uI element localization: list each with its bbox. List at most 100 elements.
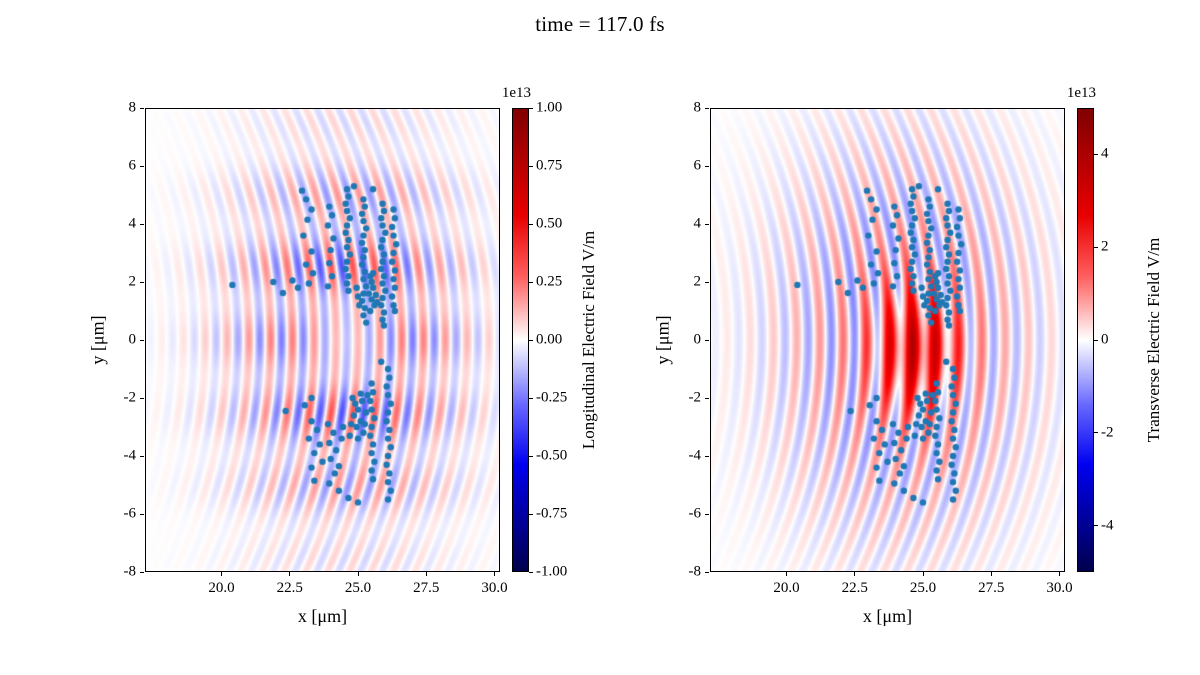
colorbar-tick-label: 0.00 (536, 331, 563, 348)
heatmap-scatter-canvas-transverse (710, 108, 1065, 572)
colorbar-scale-factor: 1e13 (1066, 85, 1096, 101)
colorbar-scale-factor: 1e13 (501, 85, 531, 101)
colorbar-tick (1094, 432, 1098, 434)
x-tick (357, 572, 359, 576)
x-tick-label: 20.0 (208, 580, 235, 596)
figure-title: time = 117.0 fs (535, 12, 665, 36)
x-tick (425, 572, 427, 576)
y-tick-label: 2 (693, 273, 702, 290)
colorbar-tick (529, 339, 533, 341)
colorbar-label: Longitudinal Electric Field V/m (579, 230, 598, 450)
x-tick (922, 572, 924, 576)
y-tick (140, 281, 144, 283)
y-tick (140, 455, 144, 457)
colorbar-tick (529, 165, 533, 167)
y-tick-label: 0 (693, 331, 702, 348)
y-axis-label: y [μm] (87, 315, 108, 365)
y-tick-label: -6 (123, 505, 137, 522)
colorbar-tick-label: -2 (1101, 424, 1114, 441)
colorbar-tick (529, 571, 533, 573)
colorbar-tick-label: -0.75 (536, 505, 568, 522)
y-tick (705, 571, 709, 573)
panel-transverse-field: x [μm] y [μm] 20.0 22.5 25.0 27.5 30.0 8 6 4 2 0 -… (653, 100, 1073, 626)
colorbar-tick (529, 455, 533, 457)
y-tick-label: -8 (688, 563, 702, 580)
colorbar-tick (1094, 339, 1098, 341)
heatmap-scatter-canvas-longitudinal (145, 108, 500, 572)
colorbar-transverse: 1e13 Transverse Electric Field V/m 4 2 0 -2… (1067, 85, 1163, 572)
colorbar-tick (529, 281, 533, 283)
x-tick-label: 27.5 (978, 580, 1005, 596)
colorbar-tick-label: 0.75 (536, 157, 563, 174)
x-tick (785, 572, 787, 576)
y-tick (140, 223, 144, 225)
x-tick-label: 22.5 (841, 580, 868, 596)
x-tick (1059, 572, 1061, 576)
y-tick (140, 339, 144, 341)
colorbar-tick (1094, 153, 1098, 155)
y-tick (705, 513, 709, 515)
colorbar-gradient (512, 108, 529, 572)
colorbar-tick-label: 0.50 (536, 215, 563, 232)
colorbar-tick-label: 2 (1101, 238, 1109, 255)
x-axis-label: x [μm] (297, 606, 348, 626)
y-tick (705, 339, 709, 341)
x-tick (220, 572, 222, 576)
colorbar-tick (529, 397, 533, 399)
y-tick-label: 4 (693, 215, 702, 232)
colorbar-tick (1094, 246, 1098, 248)
x-tick (854, 572, 856, 576)
y-tick-label: 2 (128, 273, 137, 290)
colorbar-tick-label: 4 (1101, 145, 1109, 162)
y-tick (140, 513, 144, 515)
y-tick-label: 6 (693, 157, 702, 174)
colorbar-label: Transverse Electric Field V/m (1144, 237, 1163, 443)
y-tick-label: 4 (128, 215, 137, 232)
x-tick-label: 25.0 (344, 580, 372, 596)
colorbar-tick-label: -4 (1101, 517, 1114, 534)
y-tick-label: 6 (128, 157, 137, 174)
colorbar-tick-label: 0.25 (536, 273, 563, 290)
x-tick-label: 30.0 (1046, 580, 1073, 596)
y-tick-label: -6 (688, 505, 702, 522)
y-tick (705, 281, 709, 283)
y-tick (140, 165, 144, 167)
y-tick-label: 0 (128, 331, 137, 348)
panel-longitudinal-field: x [μm] y [μm] 20.0 22.5 25.0 27.5 30.0 8 6 4 2 0 -… (88, 100, 508, 626)
colorbar-tick-label: -0.25 (536, 389, 568, 406)
x-tick (990, 572, 992, 576)
x-tick-label: 27.5 (413, 580, 440, 596)
y-tick-label: 8 (128, 99, 137, 116)
y-tick-label: -4 (688, 447, 702, 464)
y-tick-label: -4 (123, 447, 137, 464)
y-tick-label: -2 (688, 389, 702, 406)
x-tick-label: 20.0 (773, 580, 800, 596)
colorbar-tick-label: 0 (1101, 331, 1109, 348)
y-axis-label: y [μm] (652, 315, 673, 365)
x-axis-label: x [μm] (862, 606, 913, 626)
colorbar-tick (529, 223, 533, 225)
y-tick (705, 397, 709, 399)
x-tick (289, 572, 291, 576)
y-tick (140, 571, 144, 573)
y-tick-label: -2 (123, 389, 137, 406)
y-tick (705, 107, 709, 109)
x-tick-label: 30.0 (481, 580, 508, 596)
colorbar-tick-label: -0.50 (536, 447, 568, 464)
x-tick-label: 22.5 (276, 580, 303, 596)
y-tick (705, 455, 709, 457)
colorbar-tick (529, 107, 533, 109)
colorbar-gradient (1077, 108, 1094, 572)
colorbar-tick (1094, 525, 1098, 527)
x-tick-label: 25.0 (909, 580, 937, 596)
y-tick (705, 165, 709, 167)
x-tick (494, 572, 496, 576)
y-tick (705, 223, 709, 225)
colorbar-tick (529, 513, 533, 515)
y-tick-label: -8 (123, 563, 137, 580)
colorbar-tick-label: -1.00 (536, 563, 568, 580)
y-tick-label: 8 (693, 99, 702, 116)
y-tick (140, 397, 144, 399)
y-tick (140, 107, 144, 109)
